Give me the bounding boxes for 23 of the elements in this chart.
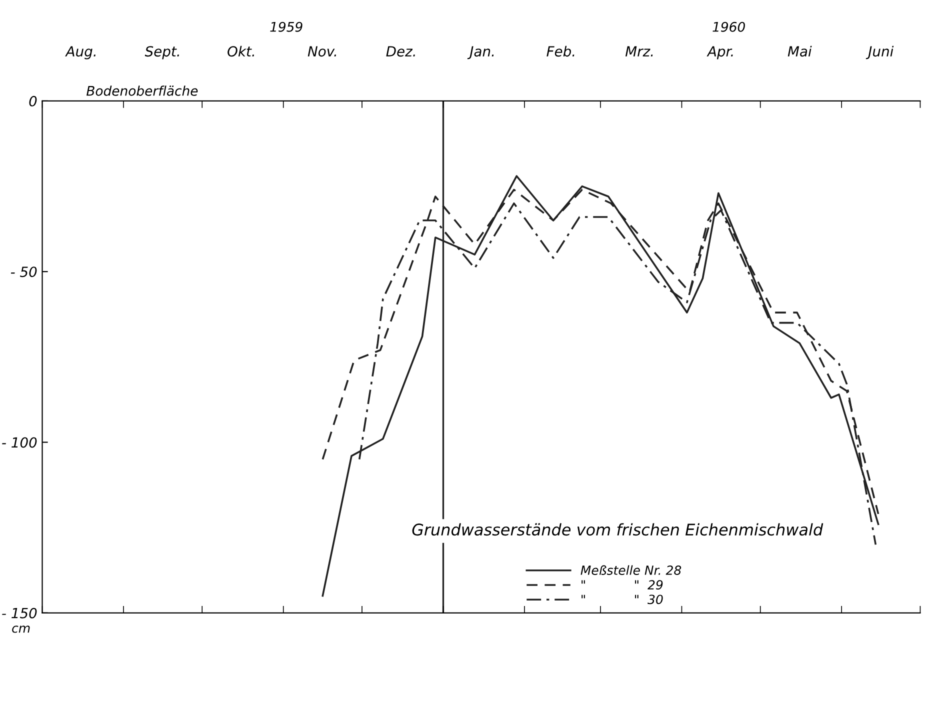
y-tick-label: - 150 xyxy=(2,608,37,618)
text: 1960 xyxy=(712,22,745,32)
x-tick-label: Juni xyxy=(866,46,894,60)
x-tick-label: Nov. xyxy=(308,46,336,57)
x-tick-label: Mai xyxy=(788,46,812,57)
x-tick-label: Feb. xyxy=(546,46,574,57)
x-tick-label: Aug. xyxy=(65,46,96,60)
legend-label: " " 30 xyxy=(582,594,663,604)
x-tick-label: Jan. xyxy=(467,46,494,60)
y-tick-label: - 50 xyxy=(10,266,37,278)
legend-label: Meßstelle Nr. 28 xyxy=(580,565,682,575)
text: Bodenoberfläche xyxy=(86,86,198,96)
text: Grundwasserstände vom frischen Eichenmischwald xyxy=(412,523,824,536)
y-tick-label: - 100 xyxy=(2,437,37,448)
x-tick-label: Okt. xyxy=(228,46,254,57)
x-tick-label: Mrz. xyxy=(625,46,653,56)
text: 1959 xyxy=(270,22,302,32)
x-tick-label: Dez. xyxy=(386,46,415,57)
x-tick-label: Sept. xyxy=(144,46,179,60)
x-tick-label: Apr. xyxy=(706,46,733,60)
y-axis-title: cm xyxy=(12,626,30,633)
legend-label: " " 29 xyxy=(582,580,663,590)
y-tick-label: 0 xyxy=(29,96,37,106)
